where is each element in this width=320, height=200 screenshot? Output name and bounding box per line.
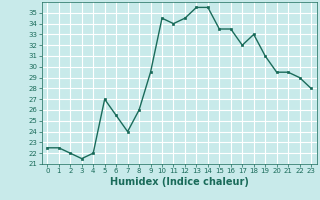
X-axis label: Humidex (Indice chaleur): Humidex (Indice chaleur) — [110, 177, 249, 187]
